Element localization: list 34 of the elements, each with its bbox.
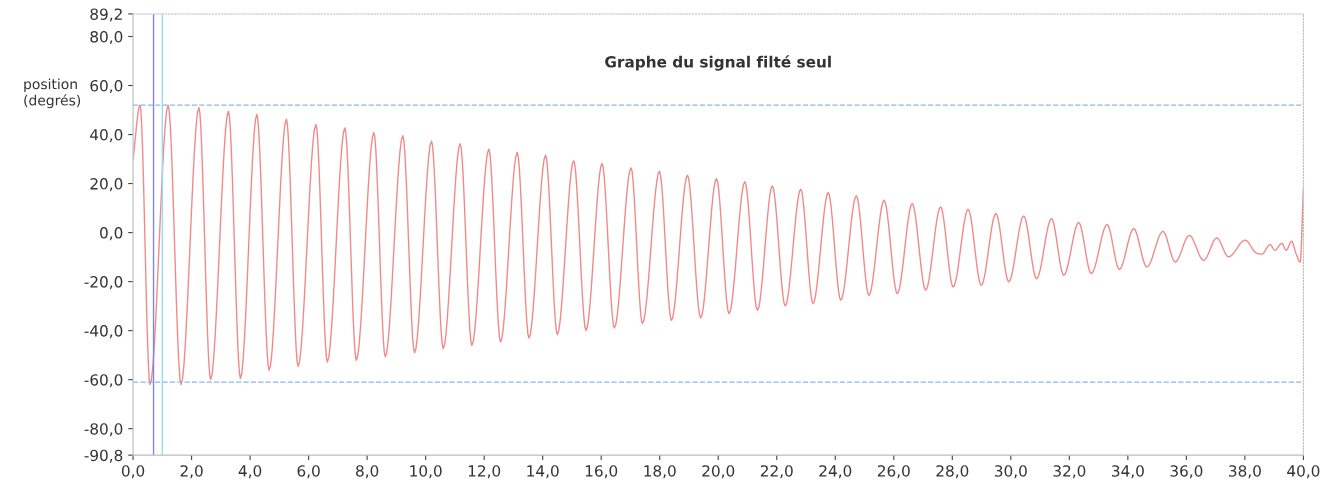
x-tick-label: 0,0	[121, 465, 145, 479]
x-tick-label: 10,0	[410, 465, 442, 479]
y-axis-title: position (degrés)	[24, 78, 81, 109]
y-tick-label: 89,2	[90, 8, 122, 22]
x-tick-label: 28,0	[936, 465, 969, 479]
x-tick-label: 30,0	[994, 465, 1027, 479]
text: Graphe du signal filté seul	[605, 55, 831, 71]
x-tick-label: 40,0	[1287, 465, 1320, 479]
y-tick-label: -40,0	[84, 325, 123, 339]
y-tick-label: 60,0	[90, 79, 123, 94]
y-tick-label: 0,0	[100, 227, 123, 241]
y-tick-label: 20,0	[90, 178, 123, 192]
x-tick-label: 8,0	[356, 465, 379, 479]
x-tick-label: 36,0	[1170, 465, 1203, 479]
y-tick-label: 40,0	[90, 129, 123, 143]
x-tick-label: 24,0	[819, 465, 852, 479]
x-tick-label: 34,0	[1112, 465, 1144, 479]
x-tick-label: 38,0	[1229, 465, 1261, 479]
x-tick-label: 6,0	[297, 465, 320, 479]
x-tick-label: 32,0	[1053, 465, 1086, 479]
x-tick-label: 12,0	[468, 465, 501, 479]
y-tick-label: -20,0	[84, 276, 123, 290]
y-tick-label: 80,0	[90, 30, 123, 45]
x-tick-label: 14,0	[527, 465, 559, 479]
x-tick-label: 2,0	[180, 465, 203, 479]
y-tick-label: -80,0	[84, 423, 123, 437]
x-tick-label: 18,0	[644, 465, 676, 479]
x-tick-label: 4,0	[238, 465, 262, 479]
y-tick-label: -60,0	[84, 374, 123, 388]
x-tick-label: 16,0	[585, 465, 618, 479]
x-tick-label: 26,0	[877, 465, 910, 479]
y-tick-label: -90,8	[84, 449, 123, 463]
x-tick-label: 22,0	[760, 465, 793, 479]
x-tick-label: 20,0	[702, 465, 735, 479]
